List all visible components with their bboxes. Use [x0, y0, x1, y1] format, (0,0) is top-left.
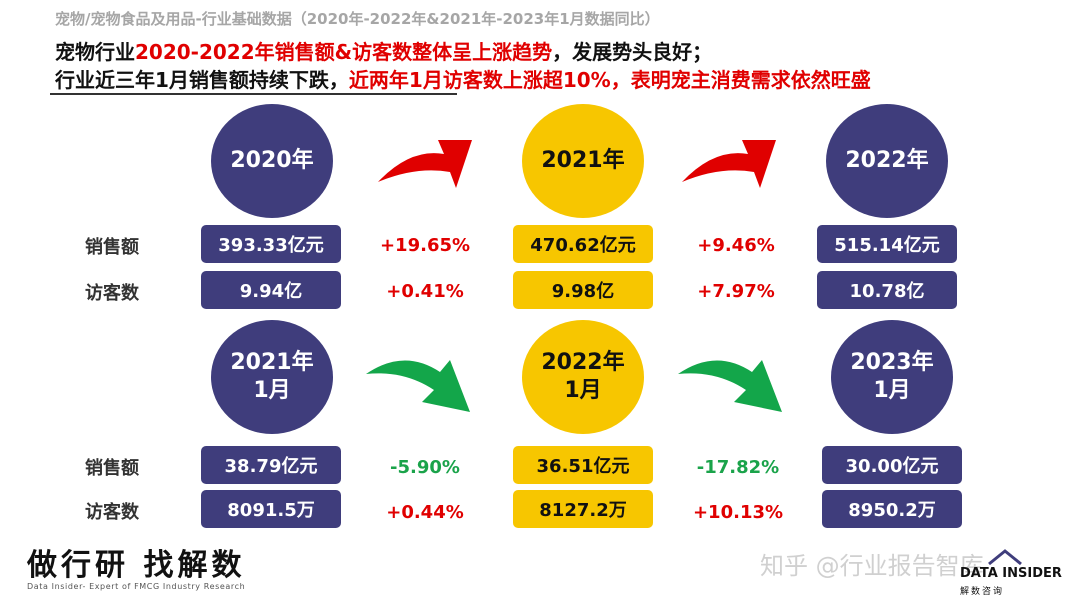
- circle-month-label: 1月: [253, 378, 291, 403]
- down-arrow-icon: [678, 360, 782, 412]
- circle-year-label: 2021年: [230, 350, 314, 375]
- change-visitors: +0.41%: [386, 281, 464, 302]
- value-box-sales: 515.14亿元: [817, 225, 957, 263]
- year-circle-2021: 2021年: [522, 104, 644, 218]
- value-box-sales: 393.33亿元: [201, 225, 341, 263]
- value-box-sales: 38.79亿元: [201, 446, 341, 484]
- row-label-visitors: 访客数: [85, 502, 139, 523]
- watermark: 知乎 @行业报告智库: [760, 552, 984, 580]
- headline-line-1: 宠物行业2020-2022年销售额&访客数整体呈上涨趋势，发展势头良好；: [55, 36, 712, 65]
- value-box-visitors: 8950.2万: [822, 490, 962, 528]
- logo-text: DATA INSIDER: [960, 566, 1062, 581]
- change-sales: -17.82%: [696, 457, 780, 478]
- footer-slogan: 做行研 找解数: [27, 548, 246, 583]
- logo-mark-icon: [988, 549, 1022, 566]
- row-label-visitors: 访客数: [85, 283, 139, 304]
- page-subtitle: 宠物/宠物食品及用品-行业基础数据（2020年-2022年&2021年-2023…: [55, 10, 660, 28]
- value-box-visitors: 8127.2万: [513, 490, 653, 528]
- january-circle-2023: 2023年 1月: [831, 320, 953, 434]
- value-box-visitors: 9.94亿: [201, 271, 341, 309]
- headline-1-suffix: ，发展势头良好；: [552, 40, 713, 64]
- year-circle-2020: 2020年: [211, 104, 333, 218]
- value-box-visitors: 8091.5万: [201, 490, 341, 528]
- row-label-sales: 销售额: [85, 237, 139, 258]
- footer-tagline: Data Insider- Expert of FMCG Industry Re…: [27, 582, 246, 591]
- headline-1-prefix: 宠物行业: [55, 40, 135, 64]
- headline-2-prefix: 行业近三年1月销售额持续下跌，: [55, 68, 349, 92]
- headline-line-2: 行业近三年1月销售额持续下跌，近两年1月访客数上涨超10%，表明宠主消费需求依然…: [55, 64, 871, 93]
- year-circle-2022: 2022年: [826, 104, 948, 218]
- value-box-sales: 30.00亿元: [822, 446, 962, 484]
- january-circle-2022: 2022年 1月: [522, 320, 644, 434]
- value-box-sales: 36.51亿元: [513, 446, 653, 484]
- up-arrow-icon: [378, 140, 472, 188]
- change-visitors: +7.97%: [697, 281, 775, 302]
- change-visitors: +0.44%: [386, 502, 464, 523]
- change-sales: +19.65%: [379, 235, 471, 256]
- value-box-visitors: 9.98亿: [513, 271, 653, 309]
- circle-year-label: 2023年: [850, 350, 934, 375]
- change-visitors: +10.13%: [692, 502, 784, 523]
- circle-year-label: 2022年: [541, 350, 625, 375]
- down-arrow-icon: [366, 360, 470, 412]
- row-label-sales: 销售额: [85, 458, 139, 479]
- circle-month-label: 1月: [564, 378, 602, 403]
- headline-2-highlight: 近两年1月访客数上涨超10%，表明宠主消费需求依然旺盛: [348, 68, 871, 92]
- headline-underline: [50, 93, 457, 95]
- year-circle-label: 2021年: [541, 148, 625, 173]
- change-sales: +9.46%: [697, 235, 775, 256]
- circle-month-label: 1月: [873, 378, 911, 403]
- change-sales: -5.90%: [390, 457, 460, 478]
- headline-1-highlight: 2020-2022年销售额&访客数整体呈上涨趋势: [135, 40, 553, 64]
- logo-subtext: 解数咨询: [960, 587, 1005, 597]
- value-box-sales: 470.62亿元: [513, 225, 653, 263]
- up-arrow-icon: [682, 140, 776, 188]
- year-circle-label: 2020年: [230, 148, 314, 173]
- january-circle-2021: 2021年 1月: [211, 320, 333, 434]
- year-circle-label: 2022年: [845, 148, 929, 173]
- value-box-visitors: 10.78亿: [817, 271, 957, 309]
